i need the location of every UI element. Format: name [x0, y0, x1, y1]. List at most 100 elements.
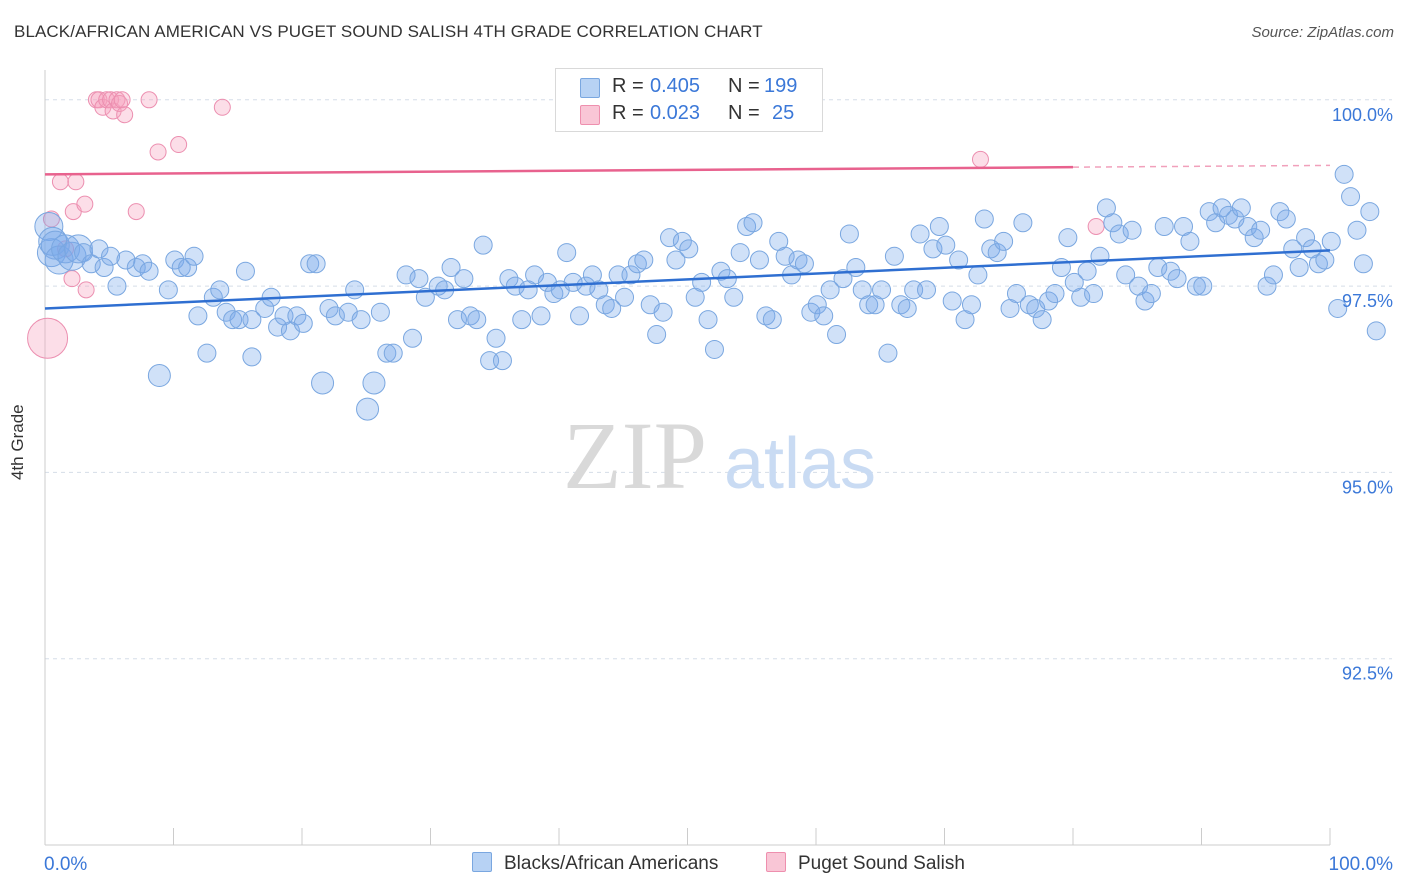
- point-blacks-african-americans: [268, 317, 288, 337]
- point-blacks-african-americans: [961, 295, 981, 315]
- bottom-legend-swatch-pink: [766, 852, 786, 872]
- point-blacks-african-americans: [1251, 220, 1271, 240]
- point-blacks-african-americans: [1161, 261, 1181, 281]
- point-blacks-african-americans: [801, 302, 821, 322]
- point-blacks-african-americans: [1013, 213, 1033, 233]
- point-blacks-african-americans: [1186, 276, 1206, 296]
- point-blacks-african-americans: [878, 343, 898, 363]
- point-puget-sound-salish: [51, 173, 69, 191]
- stats-legend: R = 0.405 N = 199 R = 0.023 N = 25: [555, 68, 823, 132]
- point-puget-sound-salish: [77, 281, 95, 299]
- point-blacks-african-americans: [467, 310, 487, 330]
- point-blacks-african-americans: [133, 254, 153, 274]
- point-blacks-african-americans: [101, 246, 121, 266]
- point-blacks-african-americans: [833, 269, 853, 289]
- point-blacks-african-americans: [1090, 246, 1110, 266]
- chart-title: BLACK/AFRICAN AMERICAN VS PUGET SOUND SA…: [14, 22, 763, 41]
- y-tick-label: 92.5%: [1342, 664, 1393, 684]
- point-puget-sound-salish: [170, 136, 188, 154]
- point-blacks-african-americans: [859, 295, 879, 315]
- point-blacks-african-americans: [917, 280, 937, 300]
- point-blacks-african-americans: [345, 280, 365, 300]
- point-blacks-african-americans: [377, 343, 397, 363]
- point-puget-sound-salish: [102, 91, 120, 109]
- point-blacks-african-americans: [1006, 284, 1026, 304]
- point-blacks-african-americans: [1244, 228, 1264, 248]
- y-tick-label: 95.0%: [1342, 477, 1393, 497]
- point-blacks-african-americans: [627, 254, 647, 274]
- point-blacks-african-americans: [743, 213, 763, 233]
- legend-n-value: 199: [764, 75, 798, 97]
- point-blacks-african-americans: [409, 269, 429, 289]
- point-blacks-african-americans: [1347, 220, 1367, 240]
- point-blacks-african-americans: [311, 371, 335, 395]
- point-blacks-african-americans: [679, 239, 699, 259]
- point-blacks-african-americans: [1360, 202, 1380, 222]
- point-blacks-african-americans: [351, 310, 371, 330]
- point-blacks-african-americans: [929, 216, 949, 236]
- point-blacks-african-americans: [460, 306, 480, 326]
- point-blacks-african-americans: [557, 243, 577, 263]
- point-blacks-african-americans: [634, 250, 654, 270]
- point-blacks-african-americans: [1193, 276, 1213, 296]
- point-blacks-african-americans: [319, 298, 339, 318]
- point-blacks-african-americans: [1154, 216, 1174, 236]
- point-blacks-african-americans: [660, 228, 680, 248]
- point-blacks-african-americans: [1141, 284, 1161, 304]
- point-blacks-african-americans: [89, 239, 109, 259]
- point-blacks-african-americans: [370, 302, 390, 322]
- point-blacks-african-americans: [653, 302, 673, 322]
- bottom-legend-pink: Puget Sound Salish: [766, 852, 965, 875]
- point-blacks-african-americans: [1180, 231, 1200, 251]
- point-blacks-african-americans: [492, 351, 512, 371]
- point-blacks-african-americans: [910, 224, 930, 244]
- point-blacks-african-americans: [242, 347, 262, 367]
- point-blacks-african-americans: [647, 325, 667, 345]
- point-blacks-african-americans: [807, 295, 827, 315]
- point-blacks-african-americans: [81, 254, 101, 274]
- point-blacks-african-americans: [1289, 257, 1309, 277]
- point-puget-sound-salish: [27, 317, 69, 359]
- point-blacks-african-americans: [1039, 291, 1059, 311]
- point-blacks-african-americans: [730, 243, 750, 263]
- point-blacks-african-americans: [293, 313, 313, 333]
- y-tick-label: 100.0%: [1332, 105, 1393, 125]
- point-blacks-african-americans: [1135, 291, 1155, 311]
- point-blacks-african-americans: [775, 246, 795, 266]
- point-blacks-african-americans: [415, 287, 435, 307]
- point-blacks-african-americans: [788, 250, 808, 270]
- point-blacks-african-americans: [383, 343, 403, 363]
- point-blacks-african-americans: [1257, 276, 1277, 296]
- point-blacks-african-americans: [1032, 310, 1052, 330]
- point-blacks-african-americans: [621, 265, 641, 285]
- point-blacks-african-americans: [1084, 284, 1104, 304]
- series-blacks-african-americans: [34, 164, 1386, 421]
- point-blacks-african-americans: [40, 230, 70, 260]
- point-blacks-african-americans: [178, 257, 198, 277]
- point-blacks-african-americans: [171, 257, 191, 277]
- point-blacks-african-americans: [698, 310, 718, 330]
- point-blacks-african-americans: [531, 306, 551, 326]
- point-blacks-african-americans: [34, 211, 64, 241]
- point-blacks-african-americans: [994, 231, 1014, 251]
- point-puget-sound-salish: [1087, 217, 1105, 235]
- point-blacks-african-americans: [1263, 265, 1283, 285]
- point-blacks-african-americans: [139, 261, 159, 281]
- point-blacks-african-americans: [1045, 284, 1065, 304]
- point-blacks-african-americans: [936, 235, 956, 255]
- point-blacks-african-americans: [63, 234, 93, 264]
- point-blacks-african-americans: [1071, 287, 1091, 307]
- trend-line-blue: [44, 249, 1331, 310]
- point-blacks-african-americans: [974, 209, 994, 229]
- point-blacks-african-americans: [184, 246, 204, 266]
- point-blacks-african-americans: [441, 257, 461, 277]
- legend-r-label: R =: [612, 102, 644, 124]
- point-blacks-african-americans: [1308, 254, 1328, 274]
- point-blacks-african-americans: [570, 306, 590, 326]
- point-blacks-african-americans: [1353, 254, 1373, 274]
- point-blacks-african-americans: [615, 287, 635, 307]
- point-blacks-african-americans: [210, 280, 230, 300]
- point-blacks-african-americans: [897, 298, 917, 318]
- point-blacks-african-americans: [300, 254, 320, 274]
